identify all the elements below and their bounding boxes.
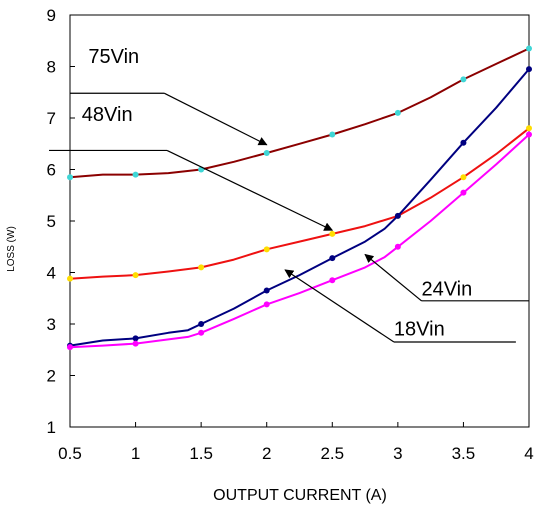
- x-tick-label: 1: [131, 444, 140, 463]
- annotation-18vin: 18Vin: [284, 269, 516, 343]
- y-tick-label: 9: [47, 6, 56, 25]
- data-point-75vin: [526, 45, 532, 52]
- data-point-18vin: [132, 340, 139, 347]
- data-point-48vin: [67, 275, 73, 282]
- annotation-75vin: 75Vin: [70, 46, 268, 146]
- series-layer: [67, 45, 532, 351]
- data-point-24vin: [526, 66, 532, 73]
- data-point-48vin: [460, 174, 467, 181]
- data-point-18vin: [198, 329, 205, 336]
- data-point-24vin: [460, 139, 467, 146]
- data-point-75vin: [329, 131, 336, 138]
- annotation-arrow: [164, 92, 268, 146]
- data-point-48vin: [526, 125, 532, 132]
- series-line-75vin: [69, 47, 530, 179]
- y-tick-label: 1: [47, 418, 56, 437]
- x-tick-label: 2.5: [320, 444, 344, 463]
- data-point-75vin: [67, 174, 73, 181]
- plot-border: [69, 14, 530, 428]
- data-point-24vin: [132, 335, 139, 342]
- y-tick-label: 8: [47, 58, 56, 77]
- annotation-label: 75Vin: [88, 46, 139, 68]
- series-75vin: [67, 45, 532, 181]
- data-point-75vin: [394, 109, 401, 116]
- data-point-48vin: [329, 230, 336, 237]
- x-tick-label: 2: [262, 444, 271, 463]
- x-axis-title: OUTPUT CURRENT (A): [213, 487, 387, 504]
- series-line-48vin: [69, 127, 530, 280]
- x-tick-label: 3: [393, 444, 402, 463]
- x-tick-label: 3.5: [452, 444, 476, 463]
- y-tick-label: 3: [47, 315, 56, 334]
- y-tick-label: 2: [47, 367, 56, 386]
- data-point-18vin: [329, 277, 336, 284]
- data-point-75vin: [460, 76, 467, 83]
- plot-frame: [69, 14, 530, 428]
- annotation-24vin: 24Vin: [364, 253, 529, 302]
- x-axis: 0.5 1 1.5 2 2.5 3 3.5 4: [58, 422, 534, 463]
- data-point-24vin: [329, 255, 336, 262]
- y-tick-label: 7: [47, 109, 56, 128]
- y-axis-title: LOSS (W): [6, 226, 17, 272]
- series-48vin: [67, 125, 532, 282]
- data-point-18vin: [460, 189, 467, 196]
- y-axis: 1 2 3 4 5 6 7 8 9: [47, 6, 75, 437]
- data-point-75vin: [263, 150, 270, 157]
- annotations: 75Vin 48Vin 24Vin 18Vin: [49, 46, 529, 343]
- annotation-48vin: 48Vin: [49, 104, 334, 231]
- data-point-18vin: [526, 131, 532, 138]
- data-point-24vin: [263, 287, 270, 294]
- data-point-48vin: [198, 264, 205, 271]
- annotation-label: 24Vin: [421, 279, 472, 301]
- series-24vin: [67, 66, 532, 349]
- x-tick-label: 1.5: [189, 444, 213, 463]
- x-tick-label: 0.5: [58, 444, 82, 463]
- series-line-18vin: [69, 133, 530, 349]
- data-point-24vin: [198, 321, 205, 327]
- annotation-arrow: [364, 253, 422, 302]
- annotation-arrow: [284, 269, 395, 343]
- annotation-label: 18Vin: [394, 318, 445, 340]
- y-tick-label: 5: [47, 212, 56, 231]
- data-point-18vin: [263, 301, 270, 308]
- x-tick-label: 4: [524, 444, 533, 463]
- series-18vin: [67, 131, 532, 351]
- data-point-48vin: [263, 246, 270, 253]
- annotation-arrow: [166, 149, 334, 231]
- data-point-48vin: [132, 272, 139, 279]
- data-point-24vin: [394, 212, 401, 219]
- data-point-18vin: [394, 243, 401, 250]
- annotation-label: 48Vin: [82, 104, 133, 126]
- y-tick-label: 6: [47, 161, 56, 180]
- data-point-18vin: [67, 344, 73, 351]
- y-tick-label: 4: [47, 264, 56, 283]
- data-point-75vin: [132, 171, 139, 178]
- series-line-24vin: [69, 68, 530, 347]
